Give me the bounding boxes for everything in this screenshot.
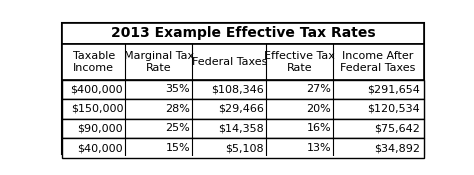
Text: Marginal Tax
Rate: Marginal Tax Rate	[124, 51, 194, 73]
Bar	[62, 23, 424, 44]
Text: $120,534: $120,534	[367, 104, 419, 114]
Text: 25%: 25%	[165, 124, 190, 134]
Text: 20%: 20%	[306, 104, 331, 114]
Bar	[62, 80, 424, 99]
Text: 35%: 35%	[165, 84, 190, 94]
Text: 2013 Example Effective Tax Rates: 2013 Example Effective Tax Rates	[110, 26, 375, 40]
Bar	[62, 99, 424, 119]
Text: 13%: 13%	[307, 143, 331, 153]
Text: $90,000: $90,000	[78, 124, 123, 134]
Text: 27%: 27%	[306, 84, 331, 94]
Text: $291,654: $291,654	[367, 84, 419, 94]
Text: 16%: 16%	[307, 124, 331, 134]
Text: $14,358: $14,358	[219, 124, 264, 134]
Text: Federal Taxes: Federal Taxes	[191, 57, 267, 67]
Text: $400,000: $400,000	[71, 84, 123, 94]
Text: $150,000: $150,000	[71, 104, 123, 114]
Text: 15%: 15%	[165, 143, 190, 153]
Text: Taxable
Income: Taxable Income	[73, 51, 115, 73]
Bar	[62, 119, 424, 138]
Text: $108,346: $108,346	[211, 84, 264, 94]
Text: 28%: 28%	[165, 104, 190, 114]
Text: Income After
Federal Taxes: Income After Federal Taxes	[340, 51, 415, 73]
Text: $75,642: $75,642	[374, 124, 419, 134]
Text: $34,892: $34,892	[374, 143, 419, 153]
Text: Effective Tax
Rate: Effective Tax Rate	[264, 51, 335, 73]
Bar	[62, 44, 424, 80]
Bar	[62, 138, 424, 158]
Text: $5,108: $5,108	[226, 143, 264, 153]
Text: $29,466: $29,466	[219, 104, 264, 114]
Text: $40,000: $40,000	[78, 143, 123, 153]
